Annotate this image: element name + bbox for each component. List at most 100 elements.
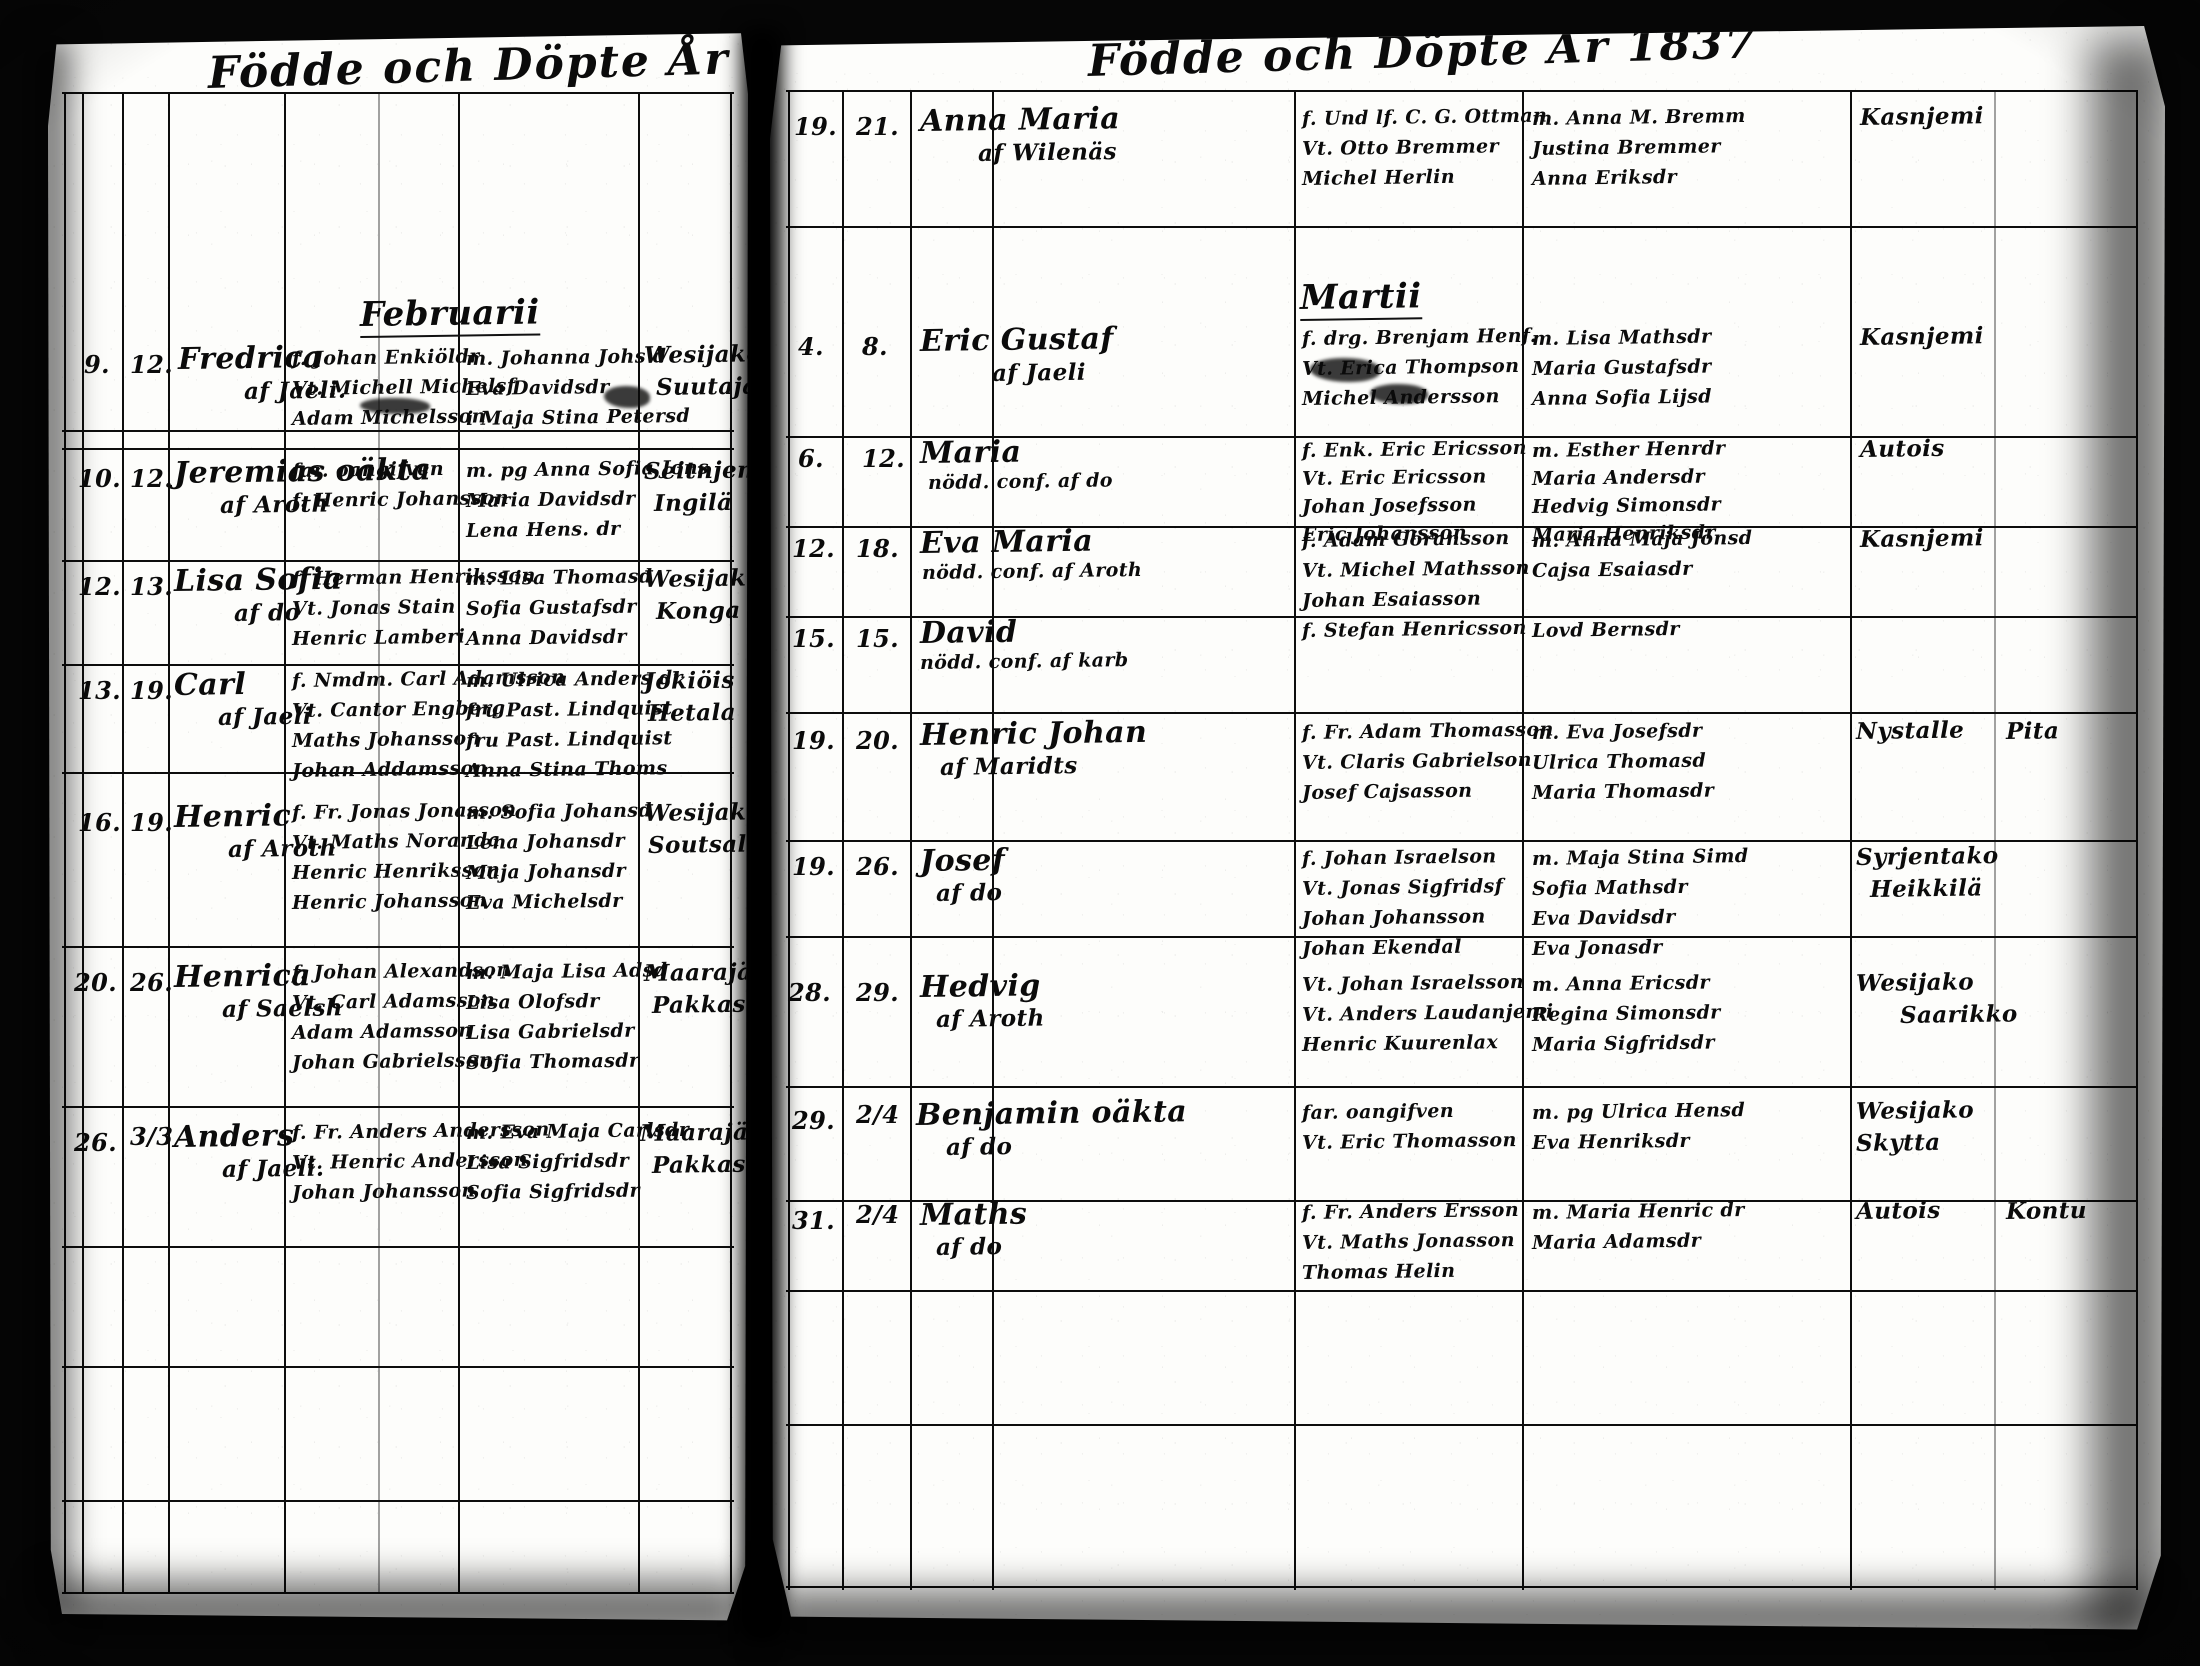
month-heading-left: Februarii bbox=[359, 292, 540, 338]
child-name-sub: af do bbox=[945, 1133, 1013, 1161]
witness-line: Lena Johansdr bbox=[465, 829, 626, 854]
witness-line: m. pg Ulrica Hensd bbox=[1531, 1099, 1746, 1124]
witness-line: m. Sofia Johansd bbox=[465, 799, 653, 824]
baptized-day: 2/4 bbox=[856, 1200, 900, 1229]
place-name: Kasnjemi bbox=[1859, 322, 1984, 351]
place-name: Jokiöis bbox=[643, 666, 735, 695]
baptized-day: 19. bbox=[130, 676, 173, 705]
witness-line: m. Anna Ericsdr bbox=[1531, 971, 1711, 996]
parent-line: Vt. Eric Thomasson bbox=[1301, 1129, 1517, 1154]
baptized-day: 19. bbox=[130, 808, 173, 837]
place-name: Kasnjemi bbox=[1859, 102, 1984, 131]
child-name-sub: af Wilenäs bbox=[977, 138, 1118, 167]
witness-line: Maria Adamsdr bbox=[1531, 1229, 1702, 1254]
born-day: 4. bbox=[798, 332, 824, 361]
born-day: 15. bbox=[792, 624, 835, 653]
parent-line: f. Adam Göransson bbox=[1301, 527, 1510, 552]
witness-line: fru Past. Lindquist bbox=[465, 727, 673, 752]
witness-line: m. Esther Henrdr bbox=[1531, 437, 1726, 462]
page-title-right: Födde och Döpte År 1837 bbox=[1087, 17, 1758, 87]
baptized-day: 15. bbox=[856, 624, 899, 653]
baptized-day: 21. bbox=[856, 112, 899, 141]
witness-line: m. Eva Josefsdr bbox=[1531, 719, 1703, 744]
place-name: Wesijako bbox=[1855, 1096, 1975, 1125]
parent-line: Henric Johansson bbox=[291, 889, 488, 914]
parent-line: Vt. Johan Israelsson bbox=[1301, 970, 1525, 996]
witness-line: Eva Davidsdr bbox=[465, 375, 610, 400]
witness-line: Eva Davidsdr bbox=[1531, 905, 1676, 930]
child-name: Henric bbox=[173, 798, 292, 835]
place-name: Kasnjemi bbox=[1859, 524, 1984, 553]
witness-line: Maria Sigfridsdr bbox=[1531, 1031, 1715, 1056]
born-day: 28. bbox=[788, 978, 831, 1007]
parent-line: Vt. Anders Laudanjemi bbox=[1301, 1000, 1554, 1026]
witness-line: m. Lisa Mathsdr bbox=[1531, 325, 1712, 350]
parent-line: Vt. Jonas Sigfridsf bbox=[1301, 875, 1504, 900]
parent-line: Maths Johansson bbox=[291, 727, 481, 752]
place-name: Wesijako bbox=[643, 798, 763, 827]
witness-line: Ulrica Thomasd bbox=[1531, 749, 1707, 774]
baptized-day: 26. bbox=[130, 968, 173, 997]
parent-line: f. Und lf. C. G. Ottman bbox=[1301, 104, 1548, 130]
witness-line: Eva Jonasdr bbox=[1531, 936, 1663, 960]
parent-line: f. Enk. Eric Ericsson bbox=[1301, 436, 1528, 462]
parent-line: f. Johan Israelson bbox=[1301, 845, 1497, 870]
born-day: 13. bbox=[78, 676, 121, 705]
witness-line: Justina Bremmer bbox=[1531, 135, 1721, 160]
parent-line: Johan Josefsson bbox=[1301, 493, 1477, 518]
child-name-sub: af do bbox=[233, 599, 301, 627]
place-name: Wesijako bbox=[643, 340, 763, 369]
place-name: Maarajärvi bbox=[639, 1117, 784, 1147]
parent-line: Vt. Jonas Stain bbox=[291, 595, 456, 620]
born-day: 31. bbox=[792, 1206, 835, 1235]
baptized-day: 12. bbox=[130, 350, 173, 379]
child-name: Henric Johan bbox=[919, 714, 1148, 753]
place-sub: Skytta bbox=[1855, 1128, 1941, 1157]
place-sub: Pita bbox=[2005, 717, 2060, 745]
witness-line: Anna Stina Thoms bbox=[465, 757, 668, 782]
witness-line: Anna Eriksdr bbox=[1531, 165, 1678, 190]
witness-line: Regina Simonsdr bbox=[1531, 1001, 1721, 1026]
born-day: 19. bbox=[792, 852, 835, 881]
place-sub: Saarikko bbox=[1899, 1000, 2018, 1029]
place-name: Wesijako bbox=[1855, 968, 1975, 997]
child-name-sub: af Maridts bbox=[939, 752, 1078, 781]
child-name: Benjamin oäkta bbox=[915, 1094, 1188, 1133]
parent-line: f. Stefan Henricsson bbox=[1301, 616, 1527, 642]
born-day: 10. bbox=[78, 464, 121, 493]
place-sub: Konga bbox=[655, 596, 741, 625]
witness-line: Sofia Sigfridsdr bbox=[465, 1179, 641, 1204]
witness-line: Lisa Olofsdr bbox=[465, 990, 600, 1014]
witness-line: Cajsa Esaiasdr bbox=[1531, 557, 1693, 582]
month-heading-right: Martii bbox=[1299, 276, 1422, 321]
witness-line: Lisa Gabrielsdr bbox=[465, 1019, 635, 1044]
register-page-right: Födde och Döpte År 1837 Martii 19. 21. A… bbox=[770, 26, 2165, 1630]
child-name: Eric Gustaf bbox=[919, 321, 1114, 359]
parent-line: f. Johan Enkiöldr bbox=[291, 345, 480, 370]
parent-line: Henric Lamberi bbox=[291, 625, 466, 650]
child-name: Maria bbox=[919, 434, 1022, 471]
parent-line: Vt. Claris Gabrielson bbox=[1301, 748, 1533, 774]
place-sub: Kontu bbox=[2005, 1196, 2088, 1225]
witness-line: Sofia Gustafsdr bbox=[465, 595, 637, 620]
place-name: Autois bbox=[1855, 1196, 1941, 1225]
parent-line: Johan Esaiasson bbox=[1301, 587, 1482, 612]
child-name-sub: af do bbox=[935, 879, 1003, 907]
born-day: 26. bbox=[74, 1128, 117, 1157]
born-day: 12. bbox=[78, 572, 121, 601]
witness-line: Sofia Thomasdr bbox=[465, 1049, 640, 1074]
witness-line: Eva Michelsdr bbox=[465, 889, 623, 914]
parent-line: Johan Ekendal bbox=[1301, 935, 1462, 960]
baptized-day: 12. bbox=[130, 464, 173, 493]
place-sub: Ingilä bbox=[653, 488, 733, 517]
witness-line: m. Anna Maja Jönsd bbox=[1531, 526, 1753, 552]
place-name: Wesijako bbox=[643, 564, 763, 593]
ruled-table-left: Födde och Döpte År 1837 Februarii 9. 12.… bbox=[48, 33, 748, 1620]
parent-line: Vt. Michel Mathsson bbox=[1301, 556, 1530, 582]
parent-line: far. oangifven bbox=[291, 457, 445, 482]
parent-line: Thomas Helin bbox=[1301, 1259, 1456, 1284]
witness-line: Anna Davidsdr bbox=[465, 625, 627, 650]
baptized-day: 20. bbox=[856, 726, 899, 755]
witness-line: Maria Andersdr bbox=[1531, 465, 1706, 490]
